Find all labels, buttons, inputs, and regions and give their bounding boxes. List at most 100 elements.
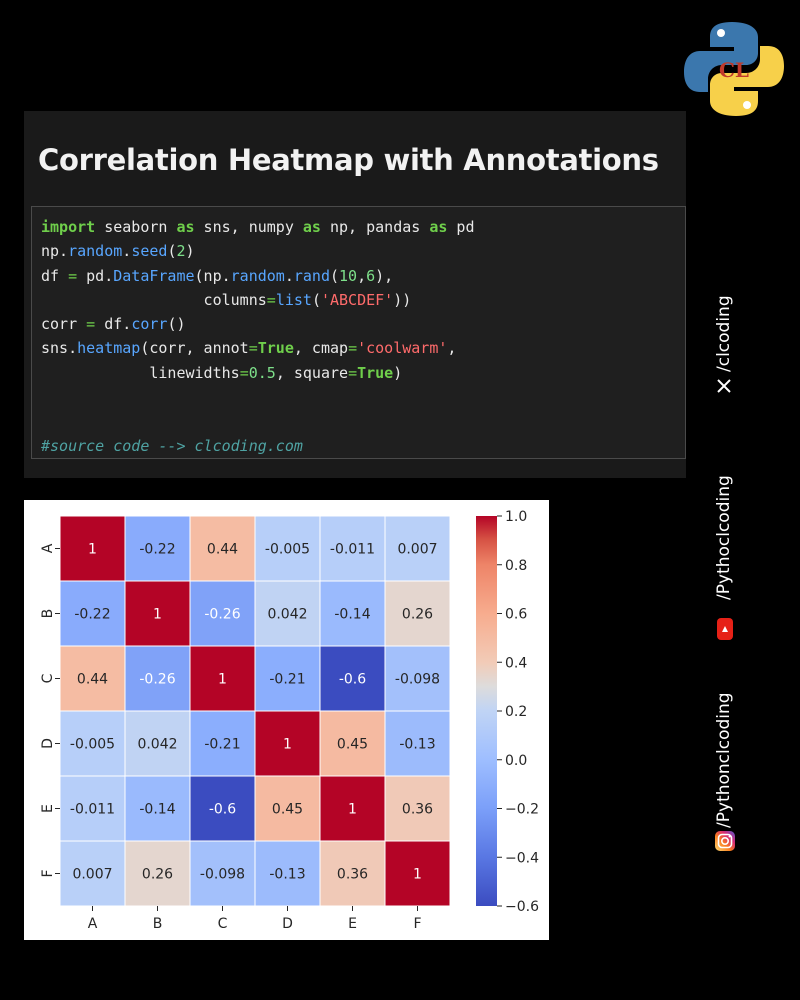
x-logo-icon <box>717 379 731 393</box>
heatmap-cell <box>384 840 451 907</box>
cell-annotation: -0.6 <box>339 672 366 688</box>
x-tick-label: D <box>282 916 293 932</box>
heatmap-cell <box>59 775 126 842</box>
svg-text:CL: CL <box>719 58 749 82</box>
y-tick-label: B <box>40 609 56 619</box>
colorbar-tick-label: 0.4 <box>505 655 527 671</box>
heatmap-cell <box>124 515 191 582</box>
heatmap-cell <box>384 515 451 582</box>
y-tick-label: C <box>40 673 56 683</box>
heatmap-cell <box>319 645 386 712</box>
x-tick-label: A <box>88 916 98 932</box>
colorbar-tick-label: 0.6 <box>505 607 527 623</box>
cell-annotation: 1 <box>283 737 292 753</box>
code-lines: import seaborn as sns, numpy as np, pand… <box>41 218 475 455</box>
heatmap-cell <box>189 580 256 647</box>
heatmap-cell <box>189 775 256 842</box>
heatmap-plot: 1 -0.22 0.44 -0.005 -0.011 0.007 -0.22 1 -0.26 0.… <box>24 500 549 940</box>
y-tick-label: F <box>40 869 56 877</box>
heatmap-cell <box>384 775 451 842</box>
cell-annotation: -0.14 <box>334 607 370 623</box>
cell-annotation: -0.14 <box>139 802 175 818</box>
heatmap-cell <box>124 580 191 647</box>
heatmap-cell <box>319 710 386 777</box>
cell-annotation: 0.26 <box>402 607 433 623</box>
colorbar-tick-label: 0.2 <box>505 704 527 720</box>
cell-annotation: 0.45 <box>337 737 368 753</box>
cell-annotation: 1 <box>348 802 357 818</box>
cell-annotation: 0.042 <box>137 737 177 753</box>
instagram-icon <box>715 831 735 851</box>
code-panel: Correlation Heatmap with Annotations imp… <box>24 111 686 478</box>
heatmap-cell <box>319 840 386 907</box>
cell-annotation: 1 <box>153 607 162 623</box>
heatmap-cell <box>319 515 386 582</box>
colorbar-tick-label: 0.8 <box>505 558 527 574</box>
cell-annotation: -0.098 <box>395 672 440 688</box>
x-tick-label: E <box>348 916 357 932</box>
cell-annotation: -0.26 <box>139 672 175 688</box>
cell-annotation: 0.44 <box>77 672 108 688</box>
cell-annotation: 0.36 <box>337 867 368 883</box>
cell-annotation: -0.21 <box>269 672 305 688</box>
social-sidebar: /clcoding /Pythoclcoding /Pythonclcoding <box>702 0 752 1000</box>
cell-annotation: 0.26 <box>142 867 173 883</box>
x-tick-label: F <box>413 916 421 932</box>
cell-annotation: -0.13 <box>399 737 435 753</box>
cell-annotation: -0.21 <box>204 737 240 753</box>
youtube-icon <box>717 618 733 640</box>
heatmap-cell <box>189 840 256 907</box>
heatmap-cell <box>254 775 321 842</box>
colorbar-tick-label: 0.0 <box>505 753 527 769</box>
page-title: Correlation Heatmap with Annotations <box>38 143 659 177</box>
cell-annotation: -0.011 <box>70 802 115 818</box>
x-tick-label: B <box>153 916 163 932</box>
cell-annotation: 0.007 <box>72 867 112 883</box>
colorbar-tick-label: −0.6 <box>505 899 539 915</box>
instagram-handle[interactable]: /Pythonclcoding <box>714 692 734 828</box>
y-tick-label: E <box>40 804 56 813</box>
cell-annotation: 0.36 <box>402 802 433 818</box>
x-tick-label: C <box>218 916 228 932</box>
cell-annotation: 0.007 <box>397 542 437 558</box>
heatmap-cell <box>189 710 256 777</box>
heatmap-cell <box>254 580 321 647</box>
cell-annotation: 1 <box>218 672 227 688</box>
heatmap-cell <box>384 645 451 712</box>
heatmap-cell <box>254 515 321 582</box>
cell-annotation: 1 <box>413 867 422 883</box>
y-tick-label: D <box>40 738 56 749</box>
heatmap-cell <box>189 515 256 582</box>
cell-annotation: 0.44 <box>207 542 238 558</box>
cell-annotation: -0.26 <box>204 607 240 623</box>
heatmap-cell <box>59 645 126 712</box>
heatmap-svg: 1 -0.22 0.44 -0.005 -0.011 0.007 -0.22 1 -0.26 0.… <box>40 509 539 932</box>
y-tick-label: A <box>40 543 56 553</box>
cell-annotation: -0.005 <box>70 737 115 753</box>
cell-annotation: -0.6 <box>209 802 236 818</box>
heatmap-cell <box>254 840 321 907</box>
youtube-handle[interactable]: /Pythoclcoding <box>714 475 734 600</box>
x-handle[interactable]: /clcoding <box>714 295 734 372</box>
heatmap-cell <box>124 775 191 842</box>
cell-annotation: 0.042 <box>267 607 307 623</box>
heatmap-cell <box>59 710 126 777</box>
code-comment: #source code --> clcoding.com <box>41 436 303 455</box>
colorbar-tick-label: 1.0 <box>505 509 527 525</box>
heatmap-cell <box>384 710 451 777</box>
cell-annotation: -0.22 <box>74 607 110 623</box>
heatmap-cell <box>59 840 126 907</box>
colorbar-tick-label: −0.4 <box>505 850 539 866</box>
cell-annotation: 1 <box>88 542 97 558</box>
colorbar <box>476 516 497 906</box>
cell-annotation: 0.45 <box>272 802 303 818</box>
cell-annotation: -0.13 <box>269 867 305 883</box>
heatmap-cell <box>319 580 386 647</box>
python-logo-icon: CL <box>684 22 784 116</box>
cell-annotation: -0.005 <box>265 542 310 558</box>
code-block: import seaborn as sns, numpy as np, pand… <box>31 206 686 459</box>
cell-annotation: -0.22 <box>139 542 175 558</box>
colorbar-tick-label: −0.2 <box>505 802 539 818</box>
cell-annotation: -0.098 <box>200 867 245 883</box>
cell-annotation: -0.011 <box>330 542 375 558</box>
